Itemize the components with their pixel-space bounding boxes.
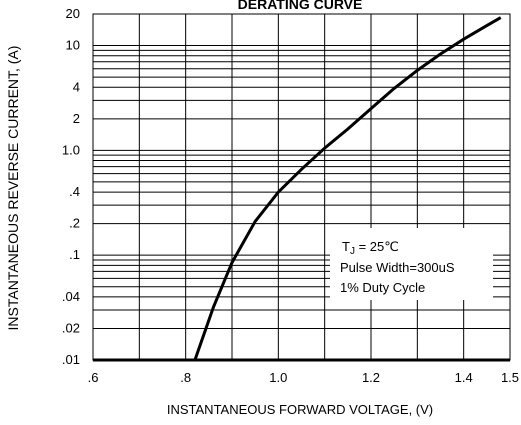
y-tick-label: .02 (62, 320, 80, 335)
x-axis-label: INSTANTANEOUS FORWARD VOLTAGE, (V) (167, 402, 433, 417)
annotation-box (330, 228, 493, 300)
y-tick-label: 4 (73, 79, 80, 94)
x-tick-label: 1.2 (362, 370, 380, 385)
annotation-pulse-width: Pulse Width=300uS (340, 260, 455, 275)
y-tick-label: .1 (69, 247, 80, 262)
y-tick-label: .4 (69, 184, 80, 199)
y-tick-label: 2 (73, 111, 80, 126)
annotation-tj: TJ = 25℃ (342, 239, 399, 257)
x-tick-label: 1.0 (269, 370, 287, 385)
x-tick-label: .6 (88, 370, 99, 385)
x-tick-labels: .6 .8 1.0 1.2 1.4 1.5 (88, 370, 519, 385)
y-tick-label: 20 (66, 6, 80, 21)
y-tick-label: .04 (62, 289, 80, 304)
y-tick-label: 1.0 (62, 142, 80, 157)
chart-title: DERATING CURVE (238, 0, 363, 12)
y-tick-label: .01 (62, 352, 80, 367)
plot-border (92, 13, 511, 361)
y-tick-labels: .01 .02 .04 .1 .2 .4 1.0 2 4 10 20 (62, 6, 80, 367)
x-tick-label: .8 (180, 370, 191, 385)
y-axis-label: INSTANTANEOUS REVERSE CURRENT, (A) (5, 46, 21, 331)
x-tick-label: 1.4 (455, 370, 473, 385)
series-line (193, 16, 502, 361)
y-tick-label: 10 (66, 38, 80, 53)
annotation-duty-cycle: 1% Duty Cycle (340, 280, 425, 295)
y-tick-label: .2 (69, 216, 80, 231)
plot-area (93, 14, 510, 360)
x-tick-label: 1.5 (501, 370, 519, 385)
